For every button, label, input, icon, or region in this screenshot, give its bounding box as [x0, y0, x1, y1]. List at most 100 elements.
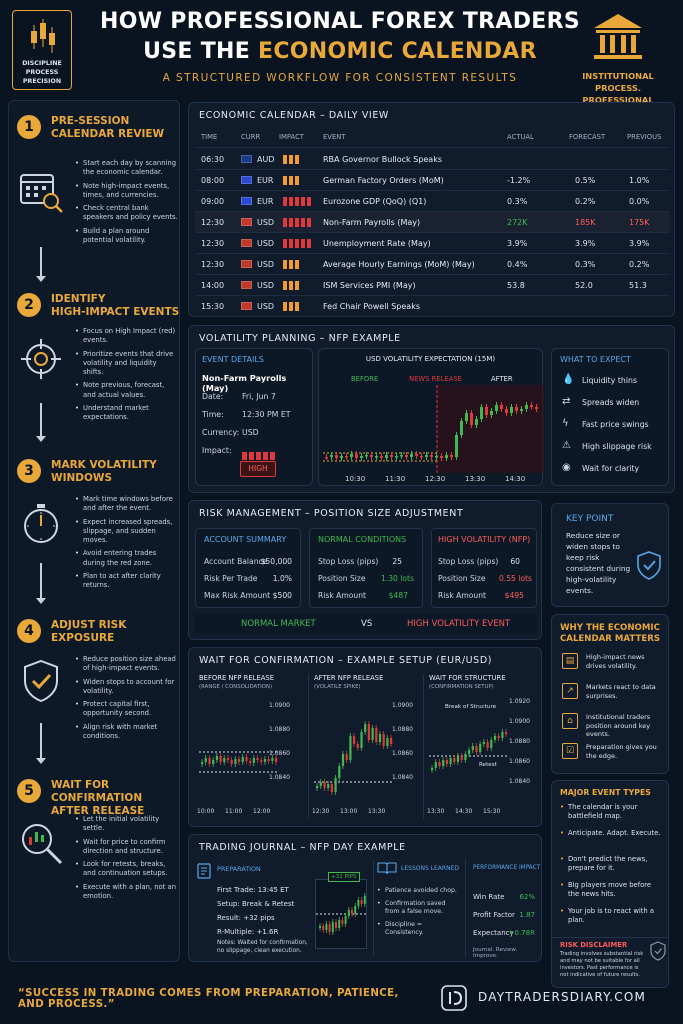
vol-candle — [485, 404, 488, 418]
impact-bars — [283, 302, 301, 311]
step-bullet: Wait for price to confirm direction and … — [75, 838, 179, 857]
row-previous: 51.3 — [629, 281, 647, 290]
row-actual: 3.9% — [507, 239, 528, 248]
conf-candle — [201, 759, 204, 767]
step-bullets: Reduce position size ahead of high-impac… — [75, 655, 179, 745]
break-of-structure-label: Break of Structure — [445, 704, 497, 710]
row-currency: USD — [257, 239, 275, 248]
vol-candle — [395, 453, 398, 460]
calendar-row[interactable]: 06:30 AUD RBA Governor Bullock Speaks — [195, 149, 670, 170]
row-time: 12:30 — [201, 239, 225, 248]
trading-journal-panel: TRADING JOURNAL – NFP DAY EXAMPLE PREPAR… — [188, 834, 542, 962]
col-event: EVENT — [323, 133, 346, 141]
event-name: Non-Farm Payrolls (May) — [202, 373, 287, 393]
row-actual: -1.2% — [507, 176, 531, 185]
conf-candle — [252, 755, 255, 766]
spread-arrows-icon: ⇄ — [562, 396, 571, 407]
flag-aud-icon — [241, 155, 252, 163]
target-icon — [21, 339, 61, 379]
normal-risk-value: $487 — [388, 591, 408, 600]
footer-quote: “SUCCESS IN TRADING COMES FROM PREPARATI… — [18, 988, 399, 1010]
row-previous: 3.9% — [629, 239, 650, 248]
prep-line: Result: +32 pips — [217, 914, 275, 922]
conf-candle — [493, 733, 497, 743]
bullet-icon: • — [560, 855, 565, 863]
step-title: HIGH-IMPACT EVENTS — [51, 306, 180, 318]
footer-site-link[interactable]: DAYTRADERSDIARY.COM — [478, 990, 647, 1004]
page-title-line1: HOW PROFESSIONAL FOREX TRADERS — [100, 9, 580, 34]
journal-chart: +32 PIPS — [315, 872, 368, 949]
calendar-row[interactable]: 15:30 USD Fed Chair Powell Speaks — [195, 296, 670, 317]
brand-logo: DISCIPLINE PROCESS PRECISION — [12, 10, 72, 90]
calendar-row[interactable]: 08:00 EUR German Factory Orders (MoM) -1.2%… — [195, 170, 670, 191]
confirmation-panel: WAIT FOR CONFIRMATION – EXAMPLE SETUP (E… — [188, 647, 542, 827]
normal-sl-label: Stop Loss (pips) — [318, 557, 379, 566]
normal-market-label: NORMAL MARKET — [241, 619, 316, 629]
step-bullet: Reduce position size ahead of high-impac… — [75, 655, 179, 674]
why-title: WHY THE ECONOMIC CALENDAR MATTERS — [552, 623, 668, 645]
why-item: High-impact news drives volatility. — [586, 653, 645, 670]
vol-candle — [430, 452, 433, 460]
impact-label: Impact: — [202, 446, 232, 455]
max-risk-value: $500 — [272, 591, 292, 600]
phase-before: BEFORE — [351, 375, 379, 383]
calendar-row[interactable]: 12:30 USD Unemployment Rate (May) 3.9% 3.9% 3… — [195, 233, 670, 254]
impact-bars — [283, 155, 301, 164]
conf-candle — [238, 756, 241, 765]
calendar-row[interactable]: 12:30 USD Non-Farm Payrolls (May) 272K 185K 1… — [195, 212, 670, 233]
conf-candle — [356, 741, 359, 751]
calendar-row[interactable]: 09:00 EUR Eurozone GDP (QoQ) (Q1) 0.3% 0.2% 0… — [195, 191, 670, 212]
step-title: ADJUST RISK — [51, 619, 127, 631]
why-item: Markets react to data surprises. — [586, 683, 656, 700]
lessons-title: LESSONS LEARNED — [401, 865, 459, 872]
major-item: Don't predict the news, prepare for it. — [568, 855, 648, 872]
row-forecast: 52.0 — [575, 281, 593, 290]
bullet-icon: • — [560, 803, 565, 811]
stopwatch-icon — [24, 504, 58, 543]
calendar-row[interactable]: 12:30 USD Average Hourly Earnings (MoM) (M… — [195, 254, 670, 275]
conf-candle — [349, 733, 352, 763]
expectancy-label: Expectancy — [473, 929, 514, 937]
vol-candle — [465, 410, 468, 424]
magnifier-chart-icon — [22, 824, 63, 865]
conf-candle — [390, 735, 393, 747]
high-title: HIGH VOLATILITY (NFP) — [438, 535, 531, 544]
conf-y-tick: 1.0900 — [269, 702, 290, 709]
row-previous: 0.0% — [629, 197, 650, 206]
vs-label: VS — [361, 619, 373, 629]
flag-eur-icon — [241, 176, 252, 184]
row-forecast: 0.3% — [575, 260, 596, 269]
conf-candle — [260, 757, 263, 765]
journal-title: TRADING JOURNAL – NFP DAY EXAMPLE — [199, 842, 406, 853]
conf-candle — [449, 755, 452, 767]
row-event: Non-Farm Payrolls (May) — [323, 218, 421, 227]
down-arrow-icon — [36, 563, 46, 604]
shield-check-icon — [24, 659, 58, 703]
bullet-icon: • — [560, 881, 565, 889]
bullet-icon: • — [560, 907, 565, 915]
conf-candle — [245, 754, 248, 764]
market-comparison-bar: NORMAL MARKET VS HIGH VOLATILITY EVENT — [195, 614, 537, 634]
vol-candle — [490, 408, 493, 418]
vol-candles — [323, 385, 544, 473]
pips-badge: +32 PIPS — [328, 872, 360, 882]
calendar-row[interactable]: 14:00 USD ISM Services PMI (May) 53.8 52.0 51… — [195, 275, 670, 296]
vol-candle — [330, 452, 333, 460]
row-time: 12:30 — [201, 260, 225, 269]
vol-candle — [335, 452, 338, 461]
step-bullet: Expect increased spreads, slippage, and … — [75, 518, 179, 546]
high-risk-label: Risk Amount — [438, 591, 486, 600]
tagline-1: INSTITUTIONAL PROCESS. — [582, 71, 654, 93]
step-bullet: Focus on High Impact (red) events. — [75, 327, 179, 346]
high-size-value: 0.55 lots — [498, 574, 532, 583]
why-item: Institutional traders position around ke… — [586, 713, 651, 738]
journal-candle — [357, 897, 360, 909]
conf-candles — [199, 751, 279, 773]
lessons-list: Patience avoided chop. Confirmation save… — [377, 887, 461, 942]
col-previous: PREVIOUS — [627, 133, 662, 141]
major-title: MAJOR EVENT TYPES — [560, 788, 651, 797]
vol-candle — [475, 416, 478, 428]
conf-candles — [314, 721, 394, 795]
conf-candle — [497, 733, 500, 741]
vchart-x-tick: 11:30 — [385, 475, 406, 483]
